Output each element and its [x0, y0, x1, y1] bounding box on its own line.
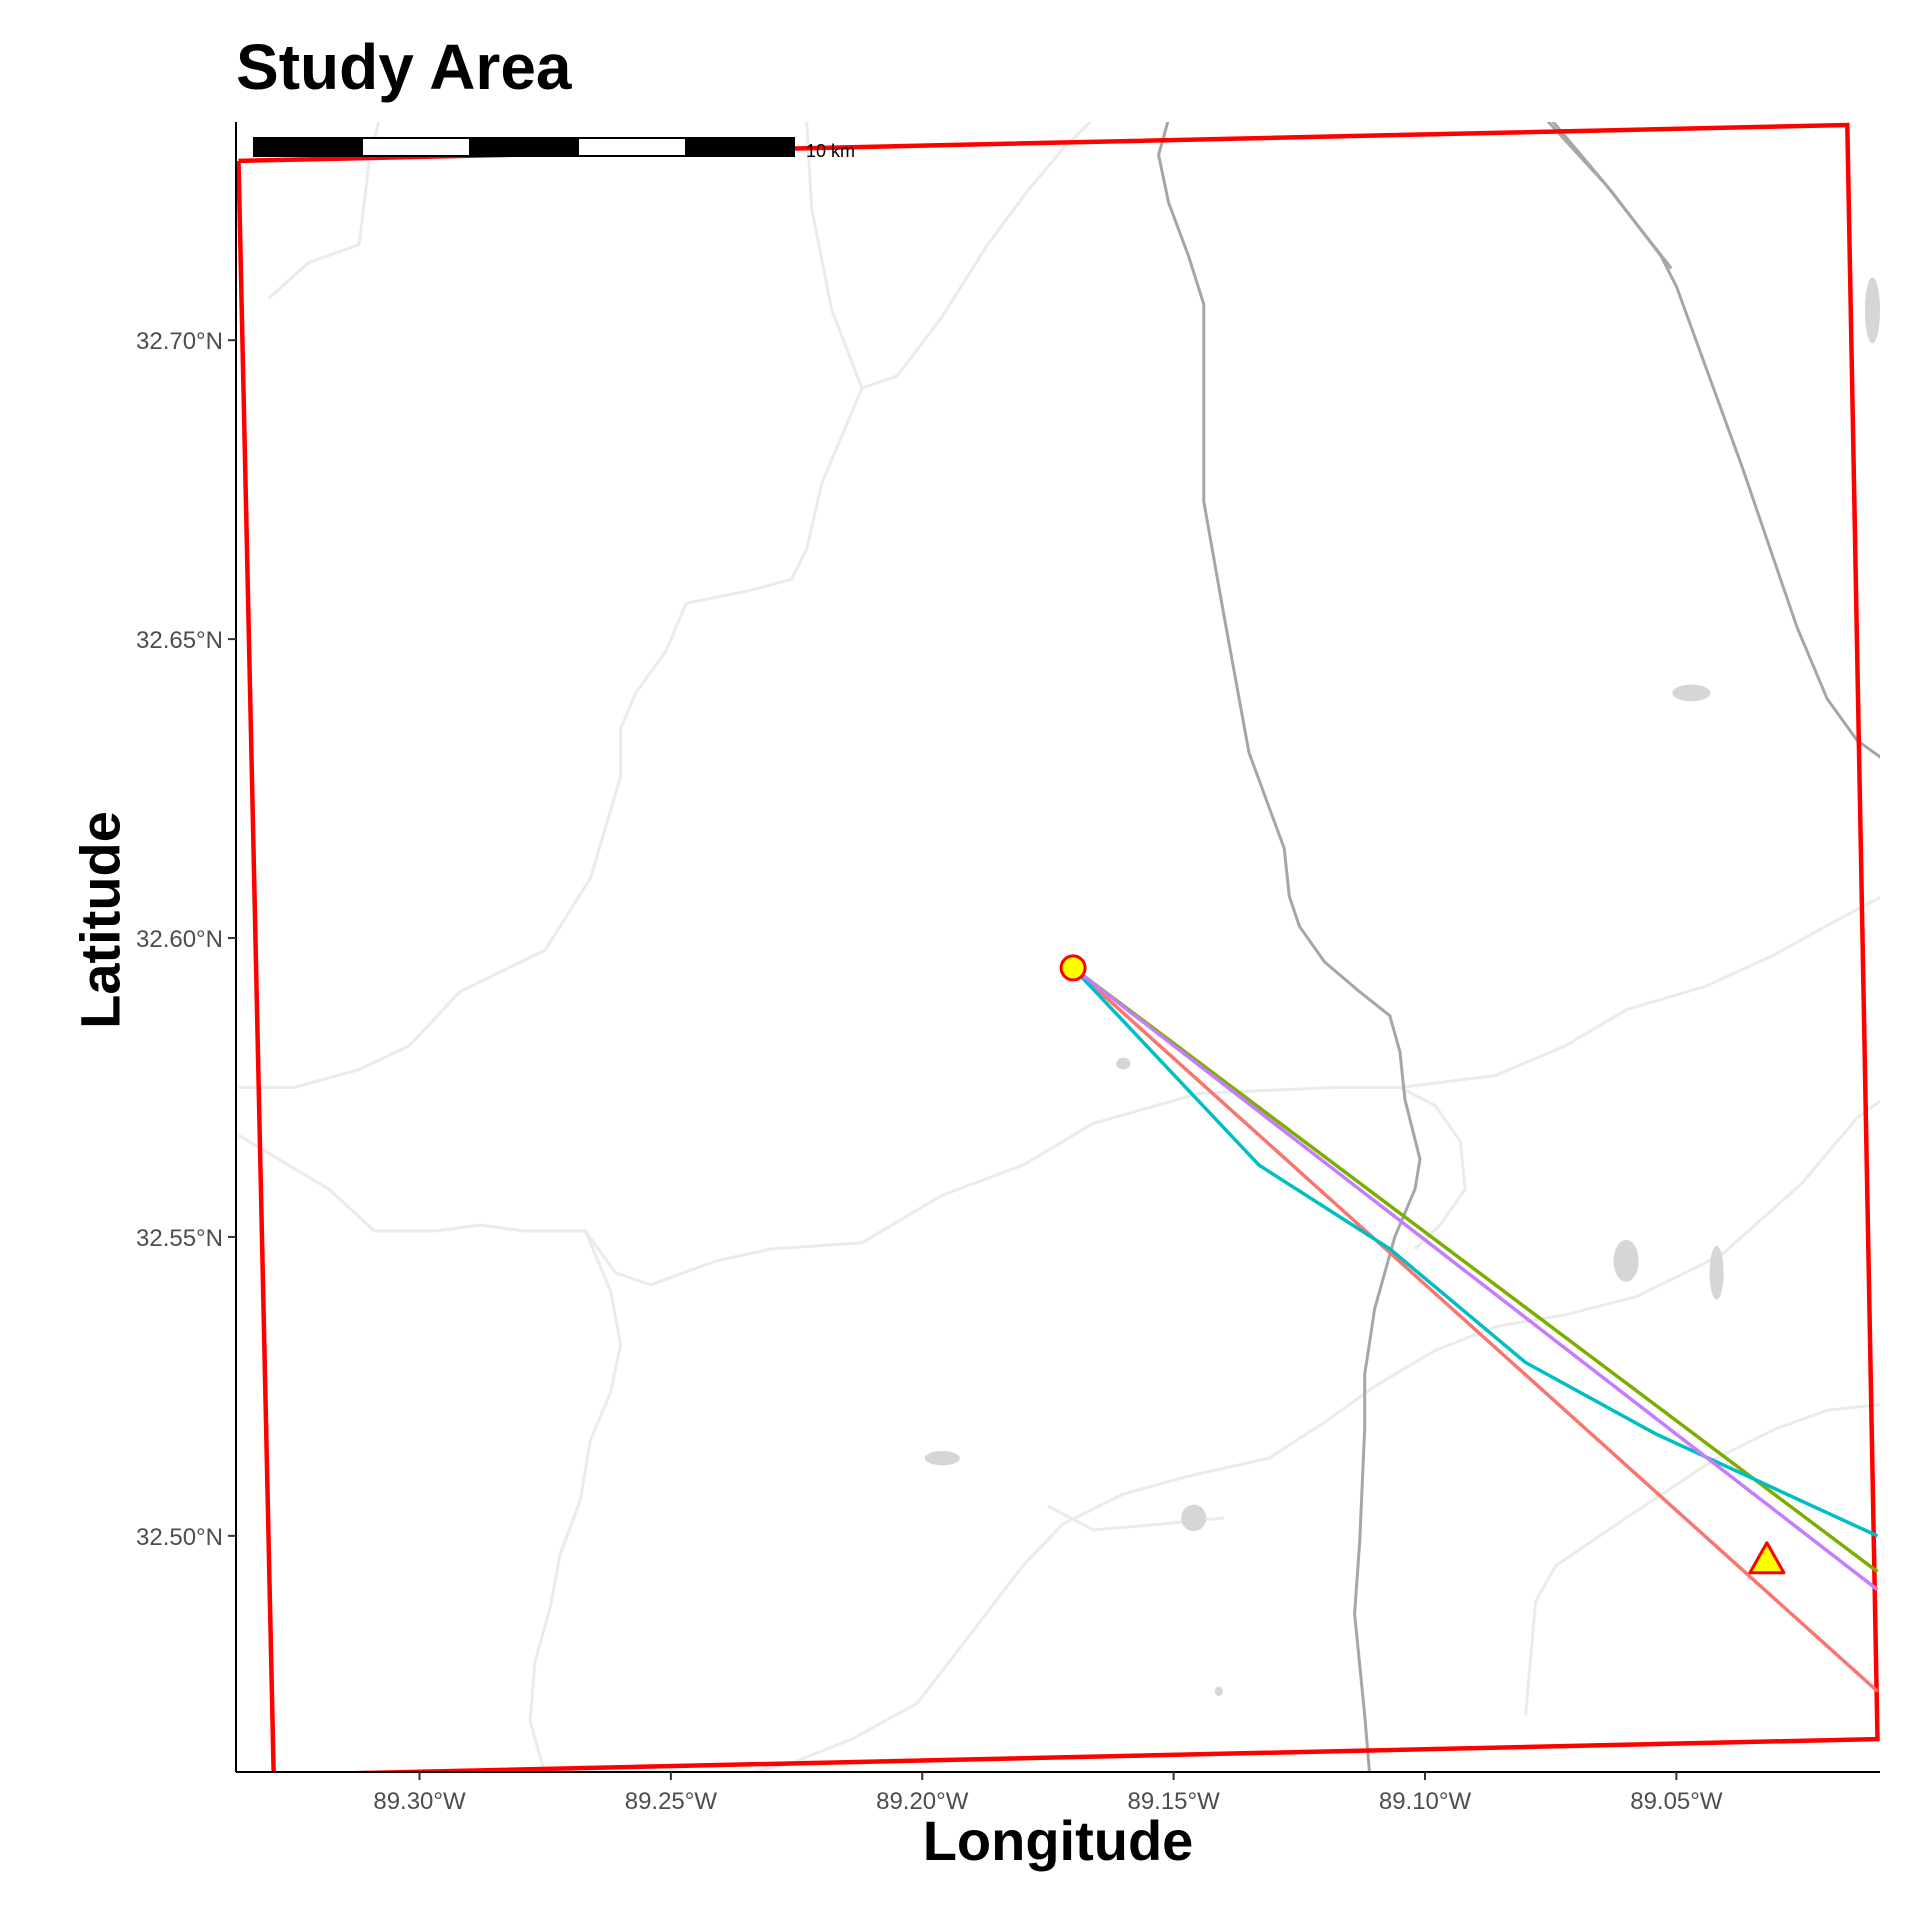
scale-bar-segment	[577, 137, 687, 157]
water-body	[1613, 1239, 1639, 1282]
minor-road	[1399, 1086, 1467, 1250]
water-body	[1181, 1504, 1207, 1532]
y-tick-label: 32.60°N	[136, 926, 223, 953]
y-tick-label: 32.65°N	[136, 627, 223, 654]
major-road	[1157, 122, 1422, 1772]
x-tick-label: 89.05°W	[1630, 1788, 1723, 1815]
water-body	[1214, 1686, 1223, 1697]
trajectory-line	[1072, 966, 1879, 1592]
study-boundary-layer	[236, 122, 1880, 1772]
water-layer	[924, 277, 1880, 1697]
major-road	[1551, 122, 1880, 759]
minor-road	[237, 895, 1880, 1287]
minor-road	[747, 1099, 1880, 1772]
origin-point-marker	[1059, 954, 1087, 982]
minor-roads-layer	[237, 122, 1880, 1772]
axes: 89.30°W 89.25°W 89.20°W 89.15°W 89.10°W 89.05…	[136, 122, 1880, 1815]
trajectory-line	[1071, 966, 1879, 1693]
points-layer	[1059, 954, 1786, 1575]
target-point-marker	[1748, 1541, 1786, 1575]
scale-bar-label: 10 km	[806, 141, 855, 161]
y-tick-label: 32.55°N	[136, 1225, 223, 1252]
x-tick-label: 89.10°W	[1379, 1788, 1472, 1815]
y-tick-label: 32.70°N	[136, 328, 223, 355]
y-axis-label: Latitude	[68, 811, 132, 1029]
water-body	[1709, 1245, 1724, 1300]
page-title: Study Area	[236, 31, 572, 103]
scale-bar-segment	[469, 137, 579, 157]
x-tick-label: 89.25°W	[625, 1788, 718, 1815]
x-axis-label: Longitude	[922, 1809, 1194, 1872]
water-body	[924, 1450, 960, 1466]
x-tick-label: 89.30°W	[373, 1788, 466, 1815]
minor-road	[528, 1230, 623, 1772]
x-tick-label: 89.20°W	[876, 1788, 969, 1815]
water-body	[1864, 277, 1880, 344]
scale-bar: 10 km	[253, 137, 855, 161]
major-road	[1546, 122, 1673, 270]
y-tick-label: 32.50°N	[136, 1524, 223, 1551]
x-tick-label: 89.15°W	[1127, 1788, 1220, 1815]
water-body	[1672, 684, 1711, 702]
minor-road	[805, 122, 1093, 390]
scale-bar-segment	[253, 137, 363, 157]
trajectory-line	[1071, 966, 1879, 1538]
scale-bar-segment	[685, 137, 795, 157]
water-body	[1116, 1057, 1131, 1070]
study-boundary	[236, 122, 1880, 1772]
roads-layer	[1157, 122, 1880, 1772]
minor-road	[1524, 1403, 1880, 1716]
trajectories-layer	[1071, 966, 1879, 1693]
scale-bar-segment	[361, 137, 471, 157]
minor-road	[238, 387, 864, 1089]
trajectory-line	[1072, 966, 1879, 1574]
